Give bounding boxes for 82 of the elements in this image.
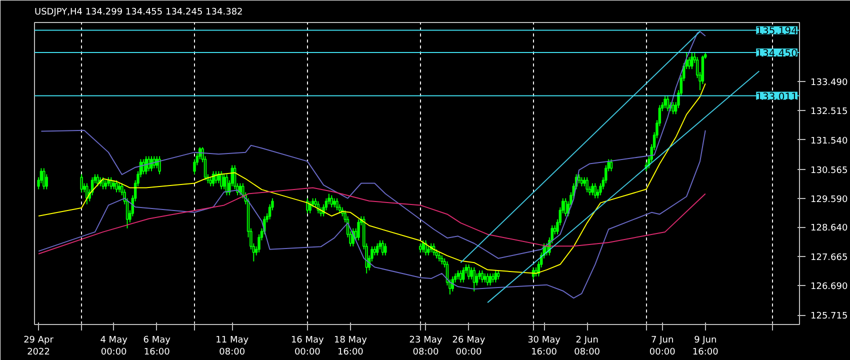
candlestick bbox=[459, 270, 462, 283]
candlestick bbox=[472, 266, 476, 292]
candlestick bbox=[357, 218, 360, 241]
candlestick bbox=[144, 156, 148, 175]
x-tick-label: 26 May 00:00 bbox=[452, 336, 486, 358]
y-tick-label: 132.515 bbox=[810, 107, 848, 118]
candlestick bbox=[440, 254, 444, 265]
candlestick bbox=[214, 170, 218, 184]
candlestick bbox=[209, 176, 212, 187]
y-tick-label: 131.540 bbox=[810, 136, 848, 146]
candlestick bbox=[610, 158, 613, 172]
candlestick bbox=[427, 246, 430, 256]
x-tick-label: 23 May 08:00 bbox=[409, 336, 443, 358]
candlestick bbox=[492, 272, 494, 283]
candlestick bbox=[86, 182, 88, 205]
candlestick bbox=[594, 182, 597, 199]
candlestick bbox=[496, 270, 500, 280]
x-tick-label: 11 May 08:00 bbox=[216, 336, 250, 358]
x-tick-label: 2 Jun 08:00 bbox=[574, 336, 600, 358]
x-tick-label: 18 May 16:00 bbox=[334, 336, 368, 358]
x-tick-label: 9 Jun 16:00 bbox=[692, 336, 719, 358]
y-tick-label: 129.590 bbox=[810, 195, 848, 206]
y-tick-label: 127.665 bbox=[810, 252, 848, 263]
chart-title: USDJPY,H4 134.299 134.455 134.245 134.382 bbox=[34, 8, 243, 18]
candlestick bbox=[688, 56, 691, 70]
candlestick bbox=[96, 174, 100, 187]
ref-line-label: 133.011 bbox=[756, 92, 798, 103]
candlestick bbox=[381, 240, 384, 256]
candlestick bbox=[475, 272, 478, 286]
candlestick bbox=[115, 180, 118, 193]
candlestick bbox=[422, 240, 424, 253]
line-series bbox=[38, 130, 706, 299]
x-tick-label: 30 May 16:00 bbox=[528, 336, 562, 358]
candlestick bbox=[308, 200, 312, 214]
y-tick-label: 130.565 bbox=[810, 166, 848, 176]
candlestick bbox=[672, 102, 674, 115]
candlestick bbox=[150, 156, 153, 172]
candlestick bbox=[456, 270, 460, 280]
candlestick bbox=[332, 198, 336, 208]
ref-line-label: 134.450 bbox=[756, 48, 798, 60]
x-tick-label: 16 May 00:00 bbox=[290, 336, 325, 358]
candlestick bbox=[107, 176, 110, 187]
candlestick bbox=[158, 156, 161, 175]
y-tick-label: 125.715 bbox=[810, 312, 848, 322]
candlestick bbox=[384, 242, 387, 256]
candlestick bbox=[112, 180, 116, 190]
candlestick bbox=[438, 252, 441, 262]
candlestick bbox=[586, 176, 588, 193]
candlestick bbox=[376, 242, 379, 256]
candlestick bbox=[220, 170, 223, 190]
x-tick-label: 7 Jun 00:00 bbox=[649, 336, 676, 358]
candlestick bbox=[690, 52, 694, 70]
candlestick bbox=[462, 266, 465, 283]
y-tick-label: 133.490 bbox=[810, 78, 848, 88]
candlestick bbox=[488, 272, 492, 286]
candlestick bbox=[666, 96, 670, 112]
candlestick bbox=[494, 270, 498, 283]
candlestick bbox=[564, 198, 567, 217]
candlestick bbox=[486, 272, 489, 286]
candlestick bbox=[664, 96, 666, 109]
candlestick bbox=[336, 198, 338, 211]
x-tick-label: 4 May 00:00 bbox=[100, 336, 128, 358]
candlestick bbox=[418, 242, 422, 253]
y-tick-label: 128.640 bbox=[810, 224, 848, 234]
candlestick bbox=[102, 176, 104, 190]
candlestick bbox=[580, 176, 584, 187]
candlestick bbox=[118, 182, 121, 193]
y-tick-label: 126.690 bbox=[810, 282, 848, 292]
candlestick bbox=[80, 174, 83, 193]
x-tick-label: 29 Apr 2022 bbox=[24, 336, 54, 358]
candlestick bbox=[591, 182, 594, 196]
candlestick bbox=[222, 174, 226, 190]
candlestick bbox=[330, 194, 333, 208]
ref-line-label: 135.194 bbox=[756, 26, 798, 38]
candlestick bbox=[484, 272, 486, 283]
candlestick bbox=[480, 270, 484, 283]
line-series bbox=[40, 31, 706, 259]
candlestick bbox=[467, 264, 470, 280]
candlestick bbox=[42, 168, 46, 190]
line-series bbox=[38, 187, 706, 254]
x-tick-label: 6 May 16:00 bbox=[143, 336, 172, 358]
candlestick bbox=[104, 180, 108, 190]
